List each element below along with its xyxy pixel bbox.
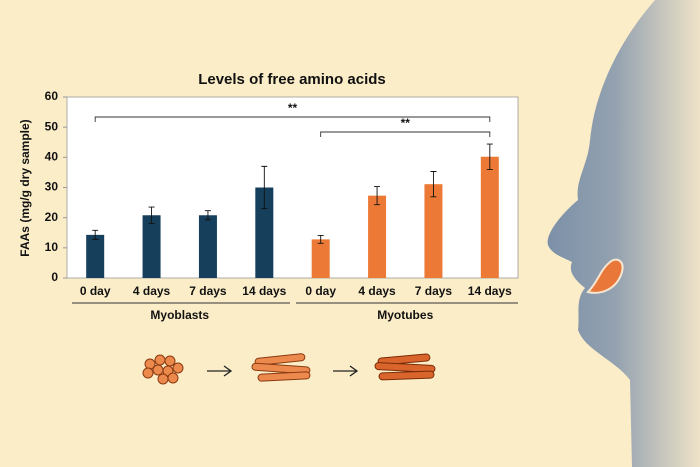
x-tick-label: 7 days <box>415 284 453 298</box>
group-label: Myotubes <box>377 308 433 322</box>
x-tick-label: 0 day <box>80 284 111 298</box>
error-bar <box>261 165 268 210</box>
y-axis-label: FAAs (mg/g dry sample) <box>18 119 32 256</box>
bar <box>368 195 387 278</box>
error-bar <box>204 210 211 221</box>
bar <box>424 184 443 278</box>
y-tick-label: 50 <box>45 119 59 133</box>
error-bar <box>486 143 493 170</box>
error-bar <box>430 171 437 198</box>
x-tick-label: 14 days <box>242 284 286 298</box>
significance-label: ** <box>401 116 411 130</box>
bar <box>311 239 330 278</box>
bar <box>142 215 161 278</box>
significance-bracket <box>94 116 491 122</box>
group-label: Myoblasts <box>150 308 209 322</box>
error-bar <box>317 235 324 244</box>
y-tick-label: 40 <box>45 150 59 164</box>
error-bar <box>374 186 381 206</box>
x-tick-label: 7 days <box>189 284 227 298</box>
x-tick-label: 4 days <box>133 284 171 298</box>
tongue <box>586 258 624 294</box>
error-bar <box>92 229 99 240</box>
chart-title: Levels of free amino acids <box>198 71 386 88</box>
x-tick-label: 4 days <box>358 284 396 298</box>
y-tick-label: 30 <box>45 180 59 194</box>
significance-bracket <box>320 131 491 137</box>
y-tick-label: 0 <box>51 270 58 284</box>
x-tick-label: 14 days <box>468 284 512 298</box>
significance-label: ** <box>288 101 298 115</box>
bar <box>198 215 217 278</box>
bar <box>255 187 274 278</box>
error-bar <box>148 206 155 224</box>
y-tick-label: 10 <box>45 240 59 254</box>
x-tick-label: 0 day <box>305 284 336 298</box>
face-silhouette <box>547 0 700 467</box>
cell-icons <box>142 353 436 385</box>
plot-area <box>66 96 519 279</box>
bar <box>480 156 499 278</box>
y-tick-label: 20 <box>45 210 59 224</box>
y-tick-label: 60 <box>45 89 59 103</box>
bar <box>86 234 105 278</box>
